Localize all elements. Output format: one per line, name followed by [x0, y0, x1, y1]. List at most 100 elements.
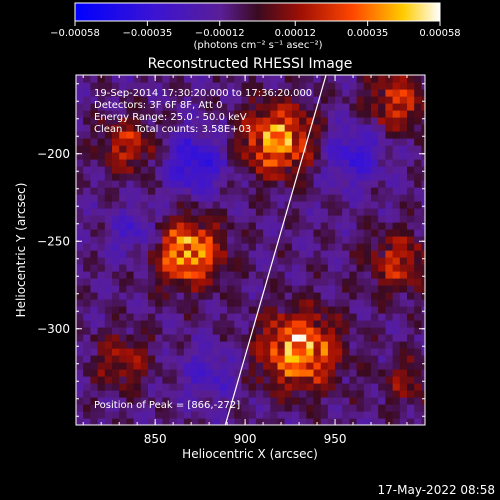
- heatmap-cell: [133, 362, 142, 370]
- heatmap-cell: [76, 145, 84, 153]
- heatmap-cell: [112, 159, 120, 167]
- heatmap-cell: [248, 348, 257, 356]
- heatmap-cell: [385, 180, 394, 188]
- heatmap-cell: [371, 383, 379, 391]
- heatmap-cell: [104, 334, 113, 342]
- heatmap-cell: [349, 159, 358, 167]
- heatmap-cell: [97, 348, 106, 356]
- heatmap-cell: [248, 187, 257, 195]
- heatmap-cell: [371, 313, 379, 321]
- heatmap-cell: [349, 383, 358, 391]
- heatmap-cell: [399, 187, 408, 195]
- heatmap-cell: [277, 369, 286, 377]
- heatmap-cell: [140, 250, 149, 258]
- heatmap-cell: [255, 278, 264, 286]
- heatmap-cell: [112, 369, 120, 377]
- heatmap-cell: [407, 243, 415, 251]
- heatmap-cell: [421, 278, 425, 286]
- heatmap-cell: [371, 397, 379, 405]
- heatmap-cell: [327, 327, 336, 335]
- heatmap-cell: [263, 334, 271, 342]
- heatmap-cell: [76, 383, 84, 391]
- heatmap-cell: [198, 383, 207, 391]
- heatmap-cell: [255, 327, 264, 335]
- heatmap-cell: [119, 208, 127, 216]
- heatmap-cell: [176, 418, 185, 425]
- heatmap-cell: [133, 201, 142, 209]
- heatmap-cell: [385, 173, 394, 181]
- heatmap-cell: [227, 131, 235, 139]
- heatmap-cell: [371, 271, 379, 279]
- heatmap-cell: [155, 96, 163, 104]
- heatmap-cell: [90, 75, 99, 83]
- heatmap-cell: [291, 404, 300, 412]
- heatmap-cell: [313, 166, 322, 174]
- heatmap-cell: [421, 348, 425, 356]
- heatmap-cell: [162, 327, 171, 335]
- heatmap-cell: [191, 173, 199, 181]
- heatmap-cell: [133, 243, 142, 251]
- heatmap-cell: [155, 376, 163, 384]
- heatmap-cell: [176, 222, 185, 230]
- heatmap-cell: [148, 285, 156, 293]
- heatmap-cell: [241, 257, 250, 265]
- heatmap-cell: [205, 299, 214, 307]
- heatmap-cell: [349, 96, 358, 104]
- heatmap-cell: [212, 166, 221, 174]
- heatmap-cell: [104, 75, 113, 83]
- heatmap-cell: [320, 369, 329, 377]
- heatmap-cell: [378, 124, 386, 132]
- heatmap-cell: [255, 369, 264, 377]
- heatmap-cell: [83, 355, 91, 363]
- heatmap-cell: [248, 306, 257, 314]
- heatmap-cell: [421, 285, 425, 293]
- heatmap-cell: [219, 271, 228, 279]
- heatmap-cell: [219, 285, 228, 293]
- heatmap-cell: [399, 348, 408, 356]
- heatmap-cell: [83, 215, 91, 223]
- heatmap-cell: [299, 285, 307, 293]
- heatmap-cell: [126, 257, 135, 265]
- heatmap-cell: [191, 341, 199, 349]
- heatmap-cell: [241, 215, 250, 223]
- heatmap-cell: [97, 103, 106, 111]
- heatmap-cell: [306, 166, 315, 174]
- heatmap-cell: [133, 222, 142, 230]
- heatmap-cell: [414, 152, 422, 160]
- heatmap-cell: [148, 313, 156, 321]
- heatmap-cell: [126, 397, 135, 405]
- heatmap-cell: [169, 208, 178, 216]
- heatmap-cell: [313, 285, 322, 293]
- heatmap-cell: [140, 404, 149, 412]
- heatmap-cell: [277, 152, 286, 160]
- heatmap-cell: [255, 75, 264, 83]
- heatmap-cell: [212, 264, 221, 272]
- heatmap-cell: [414, 376, 422, 384]
- heatmap-cell: [313, 334, 322, 342]
- heatmap-cell: [299, 208, 307, 216]
- heatmap-cell: [363, 348, 372, 356]
- heatmap-cell: [97, 117, 106, 125]
- heatmap-cell: [349, 292, 358, 300]
- heatmap-cell: [140, 194, 149, 202]
- heatmap-cell: [299, 124, 307, 132]
- heatmap-cell: [421, 138, 425, 146]
- heatmap-cell: [198, 348, 207, 356]
- heatmap-cell: [313, 404, 322, 412]
- heatmap-cell: [248, 159, 257, 167]
- heatmap-cell: [90, 341, 99, 349]
- heatmap-cell: [284, 208, 293, 216]
- heatmap-cell: [378, 334, 386, 342]
- heatmap-cell: [299, 159, 307, 167]
- heatmap-cell: [414, 215, 422, 223]
- heatmap-cell: [277, 159, 286, 167]
- heatmap-cell: [371, 103, 379, 111]
- heatmap-cell: [378, 411, 386, 419]
- heatmap-cell: [133, 152, 142, 160]
- heatmap-cell: [263, 131, 271, 139]
- heatmap-cell: [83, 285, 91, 293]
- heatmap-cell: [234, 362, 243, 370]
- heatmap-cell: [148, 278, 156, 286]
- heatmap-cell: [90, 383, 99, 391]
- heatmap-cell: [363, 285, 372, 293]
